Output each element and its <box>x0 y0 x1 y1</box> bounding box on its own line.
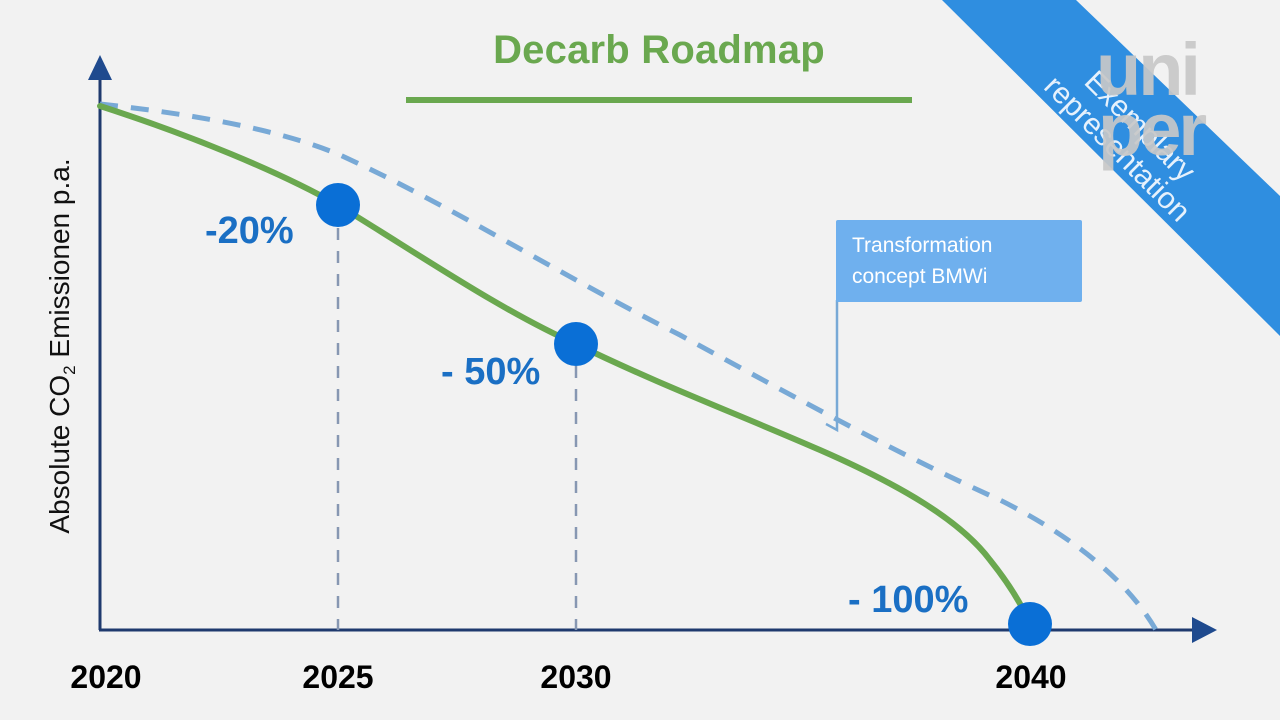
callout-leader <box>825 300 839 433</box>
x-tick-2020: 2020 <box>70 659 142 695</box>
x-tick-2040: 2040 <box>995 659 1067 695</box>
y-axis-arrow-icon <box>88 55 112 80</box>
y-axis-label: Absolute CO2 Emissionen p.a. <box>44 158 80 533</box>
x-tick-2025: 2025 <box>302 659 374 695</box>
bmwi-dashed-line <box>99 101 1159 632</box>
bmwi-callout: Transformation concept BMWi <box>836 220 1082 302</box>
milestone-label-2030: - 50% <box>441 351 541 393</box>
marker-2025 <box>316 183 360 227</box>
ylabel-prefix: Absolute CO <box>44 374 75 534</box>
marker-2030 <box>554 322 598 366</box>
chart-title: Decarb Roadmap <box>493 28 825 72</box>
ylabel-suffix: Emissionen p.a. <box>44 158 75 366</box>
exemplary-ribbon <box>942 0 1280 336</box>
callout-line1: Transformation <box>852 234 993 257</box>
ylabel-subscript: 2 <box>60 365 79 375</box>
milestone-label-2040: - 100% <box>848 579 969 621</box>
callout-line2: concept BMWi <box>852 265 988 288</box>
logo-line1: uni <box>1096 28 1201 111</box>
x-tick-2030: 2030 <box>540 659 612 695</box>
uniper-logo: uni per <box>1096 28 1207 171</box>
milestone-label-2025: -20% <box>205 210 294 252</box>
title-underline <box>406 97 912 103</box>
roadmap-line <box>97 103 1033 627</box>
logo-line2: per <box>1098 88 1207 171</box>
x-axis-arrow-icon <box>1192 617 1217 643</box>
marker-2040 <box>1008 602 1052 646</box>
